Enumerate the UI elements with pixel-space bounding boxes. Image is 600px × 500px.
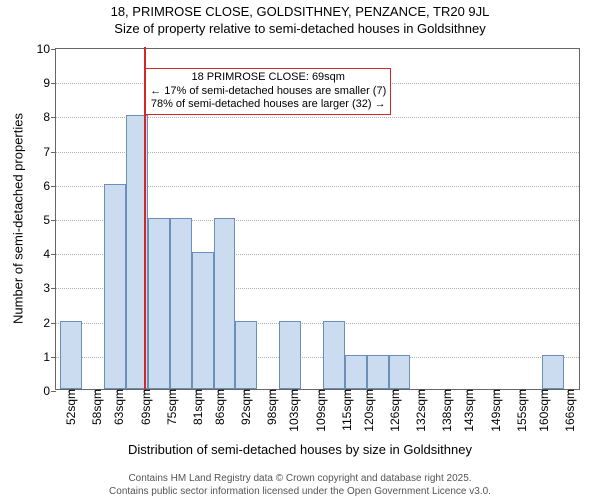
y-tick-label: 4 — [43, 247, 56, 261]
x-tick-label: 120sqm — [358, 389, 376, 432]
x-tick-label: 155sqm — [511, 389, 529, 432]
y-axis-label: Number of semi-detached properties — [11, 109, 26, 329]
x-tick-label: 115sqm — [336, 389, 354, 431]
x-tick-label: 166sqm — [559, 389, 577, 432]
y-tick-label: 5 — [43, 213, 56, 227]
annotation-line: 78% of semi-detached houses are larger (… — [150, 98, 386, 112]
footer-line-2: Contains public sector information licen… — [0, 486, 600, 499]
footer-line-1: Contains HM Land Registry data © Crown c… — [0, 473, 600, 486]
x-tick-label: 81sqm — [187, 389, 205, 425]
title-line-1: 18, PRIMROSE CLOSE, GOLDSITHNEY, PENZANC… — [0, 4, 600, 21]
x-tick-label: 132sqm — [410, 389, 428, 432]
chart-title: 18, PRIMROSE CLOSE, GOLDSITHNEY, PENZANC… — [0, 4, 600, 38]
x-tick-label: 109sqm — [310, 389, 328, 432]
x-tick-label: 75sqm — [161, 389, 179, 425]
y-tick-label: 3 — [43, 281, 56, 295]
histogram-bar — [148, 218, 170, 389]
y-tick-label: 9 — [43, 76, 56, 90]
y-tick-label: 0 — [43, 384, 56, 398]
histogram-bar — [235, 321, 257, 389]
y-tick-label: 10 — [37, 42, 56, 56]
y-tick-label: 7 — [43, 145, 56, 159]
x-tick-label: 92sqm — [235, 389, 253, 425]
y-tick-label: 6 — [43, 179, 56, 193]
title-line-2: Size of property relative to semi-detach… — [0, 21, 600, 38]
x-tick-label: 143sqm — [458, 389, 476, 432]
histogram-bar — [345, 355, 367, 389]
x-tick-label: 69sqm — [135, 389, 153, 425]
x-tick-label: 103sqm — [283, 389, 301, 432]
x-tick-label: 52sqm — [60, 389, 78, 425]
histogram-bar — [367, 355, 389, 389]
x-tick-label: 98sqm — [261, 389, 279, 425]
annotation-line: 18 PRIMROSE CLOSE: 69sqm — [150, 71, 386, 85]
x-tick-label: 126sqm — [384, 389, 402, 432]
x-tick-label: 86sqm — [209, 389, 227, 425]
chart-container: 18, PRIMROSE CLOSE, GOLDSITHNEY, PENZANC… — [0, 0, 600, 500]
y-tick-label: 1 — [43, 350, 56, 364]
x-axis-label: Distribution of semi-detached houses by … — [0, 442, 600, 457]
annotation-box: 18 PRIMROSE CLOSE: 69sqm← 17% of semi-de… — [145, 68, 391, 115]
histogram-bar — [323, 321, 345, 389]
histogram-bar — [170, 218, 192, 389]
plot-area: 01234567891052sqm58sqm63sqm69sqm75sqm81s… — [55, 48, 580, 390]
x-tick-label: 160sqm — [533, 389, 551, 432]
histogram-bar — [542, 355, 564, 389]
x-tick-label: 138sqm — [436, 389, 454, 432]
histogram-bar — [214, 218, 236, 389]
histogram-bar — [60, 321, 82, 389]
annotation-line: ← 17% of semi-detached houses are smalle… — [150, 85, 386, 99]
y-tick-label: 2 — [43, 316, 56, 330]
histogram-bar — [192, 252, 214, 389]
y-tick-label: 8 — [43, 110, 56, 124]
histogram-bar — [389, 355, 411, 389]
x-tick-label: 149sqm — [485, 389, 503, 432]
histogram-bar — [104, 184, 126, 389]
chart-footer: Contains HM Land Registry data © Crown c… — [0, 473, 600, 498]
histogram-bar — [279, 321, 301, 389]
x-tick-label: 58sqm — [86, 389, 104, 425]
x-tick-label: 63sqm — [108, 389, 126, 425]
